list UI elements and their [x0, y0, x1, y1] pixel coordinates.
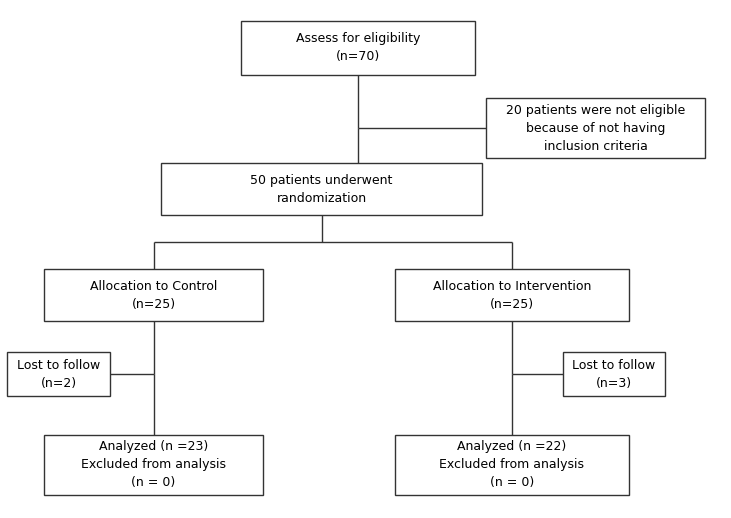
FancyBboxPatch shape	[395, 435, 629, 495]
Text: Allocation to Intervention
(n=25): Allocation to Intervention (n=25)	[433, 280, 591, 311]
FancyBboxPatch shape	[395, 269, 629, 321]
Text: Allocation to Control
(n=25): Allocation to Control (n=25)	[90, 280, 217, 311]
Text: Lost to follow
(n=2): Lost to follow (n=2)	[17, 359, 100, 390]
FancyBboxPatch shape	[161, 163, 482, 215]
FancyBboxPatch shape	[241, 21, 475, 75]
FancyBboxPatch shape	[44, 269, 263, 321]
FancyBboxPatch shape	[44, 435, 263, 495]
Text: Analyzed (n =22)
Excluded from analysis
(n = 0): Analyzed (n =22) Excluded from analysis …	[439, 440, 584, 490]
Text: 20 patients were not eligible
because of not having
inclusion criteria: 20 patients were not eligible because of…	[506, 104, 686, 153]
FancyBboxPatch shape	[563, 352, 665, 396]
FancyBboxPatch shape	[7, 352, 110, 396]
Text: Assess for eligibility
(n=70): Assess for eligibility (n=70)	[296, 33, 420, 63]
Text: Analyzed (n =23)
Excluded from analysis
(n = 0): Analyzed (n =23) Excluded from analysis …	[81, 440, 226, 490]
Text: Lost to follow
(n=3): Lost to follow (n=3)	[572, 359, 656, 390]
FancyBboxPatch shape	[486, 98, 705, 158]
Text: 50 patients underwent
randomization: 50 patients underwent randomization	[251, 174, 393, 205]
